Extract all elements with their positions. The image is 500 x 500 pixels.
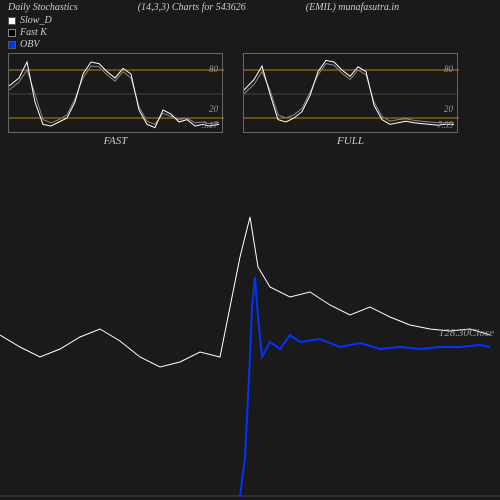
- mini-fast-80: 80: [209, 64, 218, 74]
- mini-full-20: 20: [444, 104, 453, 114]
- main-svg: [0, 157, 500, 497]
- legend-slowd: Slow_D: [8, 15, 492, 27]
- header: Daily Stochastics (14,3,3) Charts for 54…: [0, 0, 500, 15]
- swatch-white: [8, 17, 16, 25]
- mini-full: 80 20 7.55: [243, 53, 458, 133]
- mini-fast-title: FAST: [8, 135, 223, 147]
- title-right: (EMIL) munafasutra.in: [306, 2, 399, 13]
- mini-full-gray: [244, 64, 454, 123]
- mini-fast-wrap: 80 20 3.17 FAST: [8, 53, 223, 147]
- mini-fast: 80 20 3.17: [8, 53, 223, 133]
- title-mid: (14,3,3) Charts for 543626: [138, 2, 246, 13]
- main-white: [0, 217, 490, 367]
- legend-fastk: Fast K: [8, 27, 492, 39]
- main-blue: [240, 277, 490, 497]
- swatch-blue: [8, 41, 16, 49]
- mini-full-title: FULL: [243, 135, 458, 147]
- legend: Slow_D Fast K OBV: [0, 15, 500, 51]
- close-label: 128.30Close: [439, 327, 494, 339]
- mini-fast-20: 20: [209, 104, 218, 114]
- legend-slowd-label: Slow_D: [20, 15, 52, 27]
- mini-full-svg: [244, 54, 459, 134]
- legend-obv-label: OBV: [20, 39, 39, 51]
- mini-fast-value: 3.17: [202, 120, 218, 130]
- mini-full-wrap: 80 20 7.55 FULL: [243, 53, 458, 147]
- legend-obv: OBV: [8, 39, 492, 51]
- main-chart: 128.30Close: [0, 157, 500, 497]
- mini-full-value: 7.55: [437, 120, 453, 130]
- mini-full-80: 80: [444, 64, 453, 74]
- mini-fast-svg: [9, 54, 224, 134]
- legend-fastk-label: Fast K: [20, 27, 47, 39]
- mini-charts-row: 80 20 3.17 FAST 80 20 7.55 FULL: [0, 53, 500, 147]
- title-left: Daily Stochastics: [8, 2, 78, 13]
- mini-fast-gray: [9, 66, 219, 124]
- swatch-black: [8, 29, 16, 37]
